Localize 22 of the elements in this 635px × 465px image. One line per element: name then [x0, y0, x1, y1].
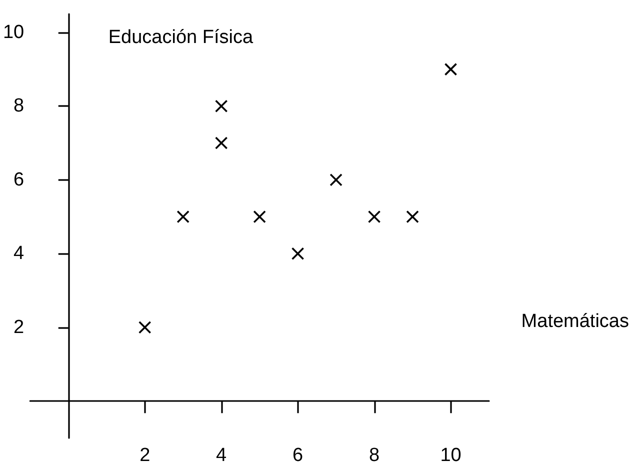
- x-tick-label: 4: [216, 445, 228, 465]
- x-axis-title: Matemáticas: [521, 311, 629, 332]
- point: [214, 136, 228, 150]
- x-tick-label: 10: [440, 445, 462, 465]
- y-tick-label: 6: [14, 169, 24, 190]
- y-axis-title: Educación Física: [108, 27, 254, 48]
- x-tick-label: 6: [292, 445, 304, 465]
- point: [291, 247, 304, 260]
- point: [214, 100, 228, 113]
- point: [406, 210, 419, 224]
- y-tick-label: 8: [14, 96, 24, 117]
- y-tick-label: 4: [14, 243, 25, 264]
- x-tick-label: 8: [368, 445, 380, 465]
- y-tick-label: 10: [2, 22, 24, 43]
- y-tick-label: 2: [14, 316, 24, 338]
- x-tick-label: 2: [140, 445, 150, 465]
- point: [368, 210, 381, 224]
- point: [330, 174, 342, 186]
- point: [138, 320, 152, 334]
- point: [176, 210, 190, 224]
- point: [444, 62, 458, 76]
- point: [253, 210, 266, 224]
